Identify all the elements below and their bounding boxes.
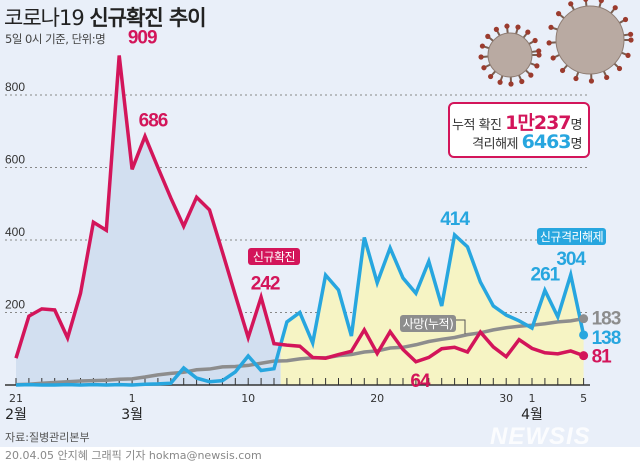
data-label-released: 261 [531,264,561,285]
chart-title: 코로나19 신규확진 추이 [4,2,207,32]
newsis-watermark: NEWSIS [490,423,591,447]
released-value: 6463 [521,131,572,153]
data-label-confirmed: 64 [410,371,431,392]
unit: 명 [570,137,583,152]
confirmed-area [16,55,281,386]
title-plain: 코로나19 [4,6,90,30]
y-tick-label: 200 [5,298,25,312]
deaths-legend-badge-label: 사망(누적) [403,317,454,331]
title-bold: 신규확진 추이 [89,6,206,30]
y-tick-label: 800 [5,80,25,94]
x-tick-label: 1 [129,392,136,405]
data-label-released: 138 [592,328,621,349]
released-area [280,234,584,385]
cumulative-confirmed: 누적 확진 1만237명 [452,108,582,135]
x-tick-label: 21 [9,392,23,405]
x-tick-label: 30 [499,392,513,405]
x-tick-label: 10 [241,392,255,405]
month-label: 2월 [5,407,27,423]
virus-image-small-icon [478,23,542,87]
released-legend-badge-label: 신규격리해제 [540,230,603,244]
confirmed-legend-badge-label: 신규확진 [253,250,295,264]
y-tick-label: 600 [5,153,25,167]
data-label-confirmed: 242 [251,273,280,294]
virus-image-large-icon [546,0,634,84]
footer-credit: 20.04.05 안지혜 그래픽 기자 hokma@newsis.com [0,447,640,465]
data-label-released: 304 [556,249,586,270]
released-legend-badge [537,228,606,245]
data-label-confirmed: 81 [592,347,613,368]
data-label-confirmed: 686 [139,110,168,131]
month-label: 4월 [521,407,543,423]
month-label: 3월 [121,407,143,423]
chart-subtitle: 5일 0시 기준, 단위:명 [5,32,106,46]
x-tick-label: 1 [529,392,536,405]
cumulative-label: 누적 확진 [452,118,506,133]
data-label-deaths: 183 [592,309,621,330]
chart-svg: 200 400 600 800 21 1 10 20 30 1 5 2월 3월 4월 909 686 242 64… [5,0,634,423]
deaths-end-dot [579,314,589,324]
unit: 명 [570,118,583,133]
confirmed-legend-badge [248,248,300,265]
data-label-confirmed: 909 [128,27,157,48]
chart-stage: 200 400 600 800 21 1 10 20 30 1 5 2월 3월 4월 909 686 242 64… [0,0,640,447]
released-label: 격리해제 [472,137,522,152]
y-tick-label: 400 [5,225,25,239]
x-tick-label: 20 [370,392,384,405]
deaths-leader-line [456,319,466,334]
deaths-legend-badge [400,315,456,332]
cumulative-value: 1만237 [505,112,571,134]
confirmed-end-dot [579,351,589,361]
cumulative-released: 격리해제 6463명 [472,131,582,153]
released-end-dot [579,330,589,340]
x-tick-label: 5 [580,392,587,405]
summary-box: 누적 확진 1만237명 격리해제 6463명 [448,102,590,158]
data-label-released: 414 [440,209,470,230]
source-note: 자료:질병관리본부 [5,431,90,444]
